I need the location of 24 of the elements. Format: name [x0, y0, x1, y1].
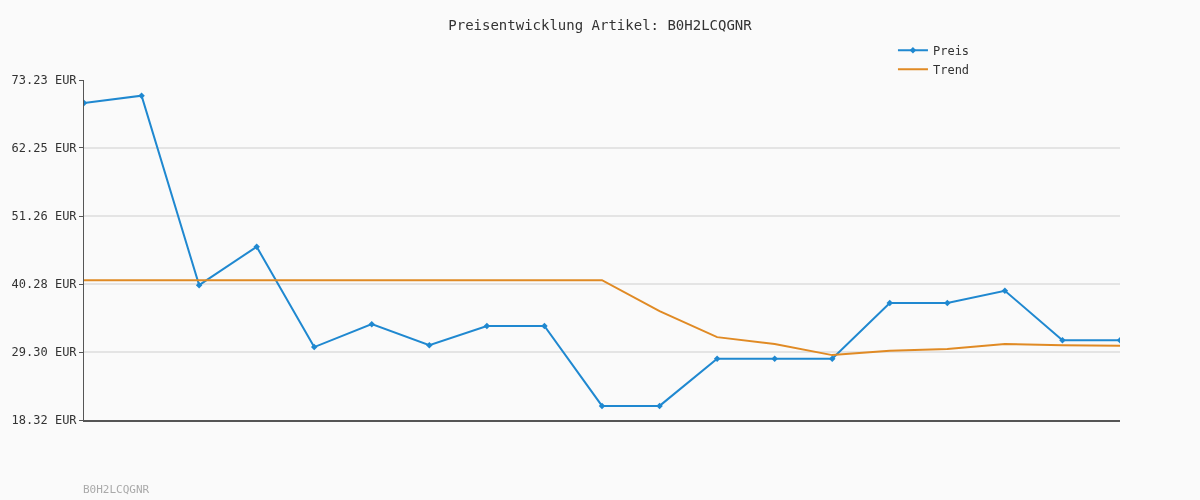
point	[713, 355, 721, 363]
y-tick-label: 73.23 EUR	[11, 73, 78, 88]
point	[828, 355, 836, 363]
text: B0H2LCQGNR	[83, 483, 150, 496]
y-tick-label: 51.26 EUR	[11, 209, 78, 224]
point	[310, 343, 318, 351]
point	[426, 341, 433, 349]
line-series	[84, 92, 1120, 410]
point	[598, 402, 606, 410]
point	[253, 243, 260, 250]
y-tick-label: 62.25 EUR	[11, 141, 78, 156]
legend-label: Preis	[932, 43, 970, 58]
point	[138, 92, 145, 99]
legend-label: Trend	[932, 62, 970, 77]
y-tick-label: 18.32 EUR	[11, 413, 78, 428]
point	[1001, 287, 1009, 294]
point	[1059, 337, 1066, 344]
y-tick-label: 29.30 EUR	[11, 345, 78, 360]
chart-title: Preisentwicklung Artikel: B0H2LCQGNR	[448, 16, 753, 33]
point	[944, 299, 951, 307]
point	[368, 320, 376, 328]
point	[195, 281, 203, 289]
y-tick-label: 40.28 EUR	[11, 277, 78, 292]
point	[771, 355, 778, 363]
